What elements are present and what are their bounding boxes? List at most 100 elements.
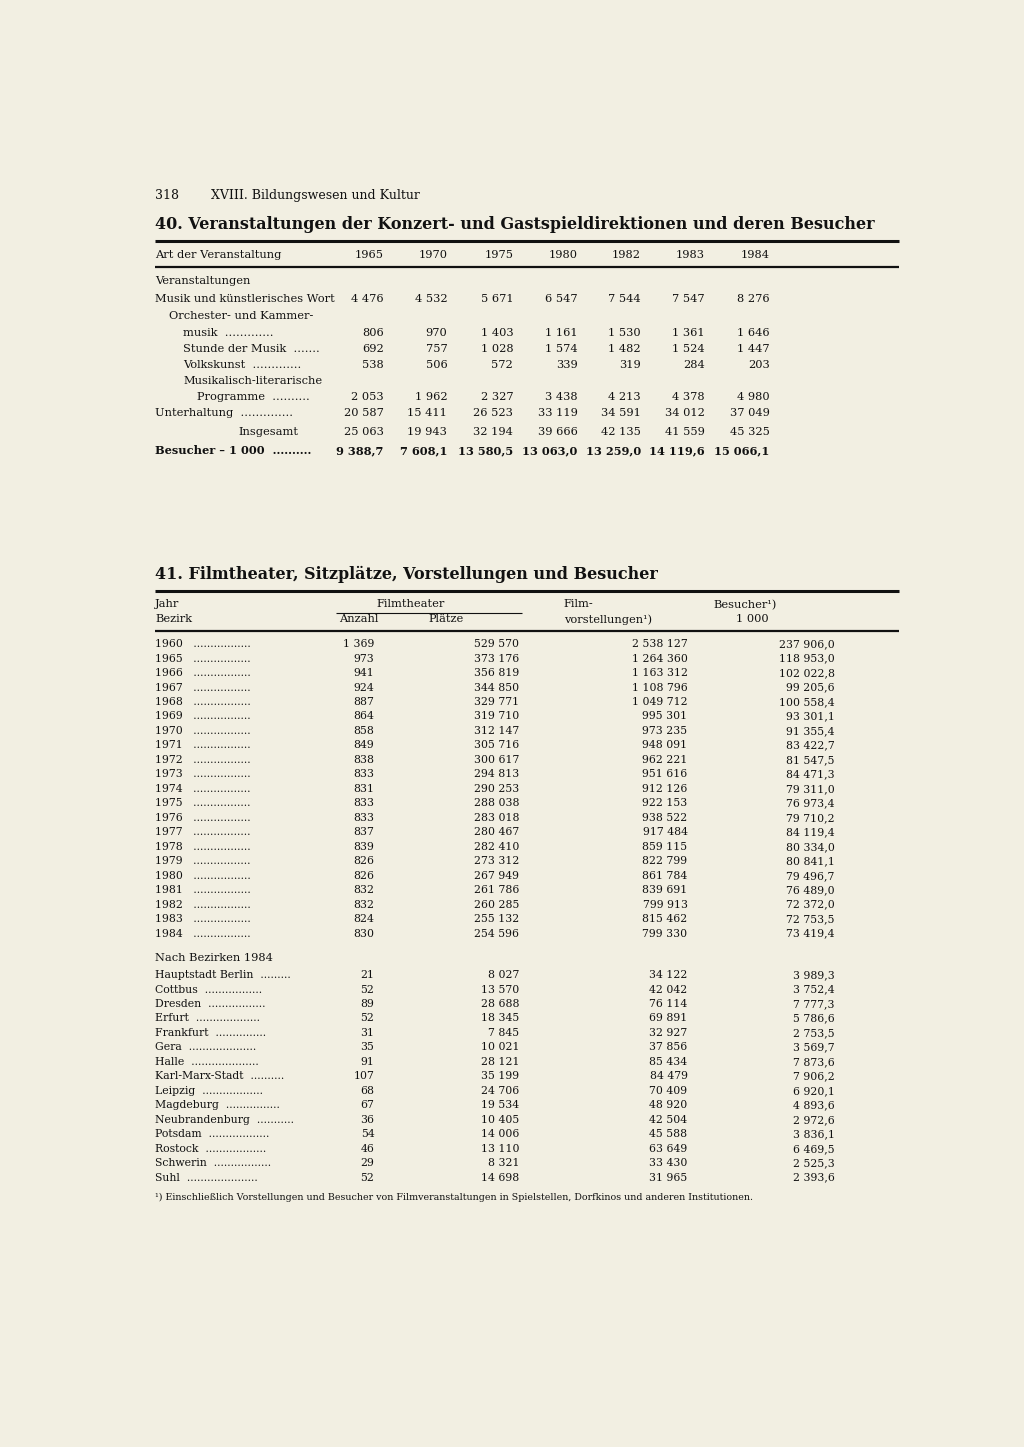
Text: 529 570: 529 570 [474, 640, 519, 650]
Text: 861 784: 861 784 [642, 871, 687, 881]
Text: 83 422,7: 83 422,7 [786, 741, 835, 751]
Text: 973 235: 973 235 [642, 726, 687, 737]
Text: 69 891: 69 891 [649, 1013, 687, 1023]
Text: 13 110: 13 110 [481, 1143, 519, 1153]
Text: 1 028: 1 028 [480, 344, 513, 355]
Text: Insgesamt: Insgesamt [239, 427, 299, 437]
Text: 79 496,7: 79 496,7 [786, 871, 835, 881]
Text: 29: 29 [360, 1158, 375, 1168]
Text: 1965   .................: 1965 ................. [155, 654, 251, 664]
Text: 35: 35 [360, 1042, 375, 1052]
Text: 2 972,6: 2 972,6 [793, 1114, 835, 1124]
Text: Film-: Film- [563, 599, 593, 609]
Text: 912 126: 912 126 [642, 784, 687, 794]
Text: 822 799: 822 799 [642, 857, 687, 867]
Text: 8 321: 8 321 [487, 1158, 519, 1168]
Text: 4 378: 4 378 [672, 392, 705, 402]
Text: 830: 830 [353, 929, 375, 939]
Text: 267 949: 267 949 [474, 871, 519, 881]
Text: 1975   .................: 1975 ................. [155, 799, 251, 809]
Text: 283 018: 283 018 [474, 813, 519, 823]
Text: 1 108 796: 1 108 796 [632, 683, 687, 693]
Text: 1969   .................: 1969 ................. [155, 712, 251, 722]
Text: 67: 67 [360, 1100, 375, 1110]
Text: 1980: 1980 [549, 250, 578, 260]
Text: Halle  ....................: Halle .................... [155, 1056, 259, 1066]
Text: 5 671: 5 671 [480, 294, 513, 304]
Text: Hauptstadt Berlin  .........: Hauptstadt Berlin ......... [155, 969, 291, 980]
Text: 7 544: 7 544 [608, 294, 641, 304]
Text: 237 906,0: 237 906,0 [779, 640, 835, 650]
Text: 2 538 127: 2 538 127 [632, 640, 687, 650]
Text: Leipzig  ..................: Leipzig .................. [155, 1085, 263, 1095]
Text: 1965: 1965 [354, 250, 384, 260]
Text: 922 153: 922 153 [642, 799, 687, 809]
Text: 19 943: 19 943 [408, 427, 447, 437]
Text: 4 532: 4 532 [415, 294, 447, 304]
Text: 3 989,3: 3 989,3 [793, 969, 835, 980]
Text: 832: 832 [353, 886, 375, 896]
Text: 41. Filmtheater, Sitzplätze, Vorstellungen und Besucher: 41. Filmtheater, Sitzplätze, Vorstellung… [155, 566, 658, 583]
Text: 19 534: 19 534 [481, 1100, 519, 1110]
Text: 839: 839 [353, 842, 375, 852]
Text: 85 434: 85 434 [649, 1056, 687, 1066]
Text: 1971   .................: 1971 ................. [155, 741, 251, 751]
Text: Gera  ....................: Gera .................... [155, 1042, 256, 1052]
Text: 1981   .................: 1981 ................. [155, 886, 251, 896]
Text: Besucher – 1 000  ..........: Besucher – 1 000 .......... [155, 446, 311, 456]
Text: 10 405: 10 405 [481, 1114, 519, 1124]
Text: 1984   .................: 1984 ................. [155, 929, 251, 939]
Text: Stunde der Musik  .......: Stunde der Musik ....... [183, 344, 319, 355]
Text: 849: 849 [353, 741, 375, 751]
Text: 1 524: 1 524 [672, 344, 705, 355]
Text: 80 334,0: 80 334,0 [786, 842, 835, 852]
Text: 52: 52 [360, 1013, 375, 1023]
Text: 89: 89 [360, 998, 375, 1009]
Text: 93 301,1: 93 301,1 [786, 712, 835, 722]
Text: 84 479: 84 479 [649, 1071, 687, 1081]
Text: 63 649: 63 649 [649, 1143, 687, 1153]
Text: 815 462: 815 462 [642, 915, 687, 925]
Text: 373 176: 373 176 [474, 654, 519, 664]
Text: 4 980: 4 980 [737, 392, 770, 402]
Text: 2 393,6: 2 393,6 [793, 1172, 835, 1182]
Text: 42 504: 42 504 [649, 1114, 687, 1124]
Text: 1 000: 1 000 [736, 615, 769, 625]
Text: 13 570: 13 570 [481, 984, 519, 994]
Text: 33 119: 33 119 [538, 408, 578, 418]
Text: 294 813: 294 813 [474, 770, 519, 780]
Text: Schwerin  .................: Schwerin ................. [155, 1158, 271, 1168]
Text: 52: 52 [360, 984, 375, 994]
Text: 54: 54 [360, 1129, 375, 1139]
Text: 280 467: 280 467 [474, 828, 519, 838]
Text: 255 132: 255 132 [474, 915, 519, 925]
Text: 99 205,6: 99 205,6 [786, 683, 835, 693]
Text: 973: 973 [353, 654, 375, 664]
Text: 76 114: 76 114 [649, 998, 687, 1009]
Text: 1 447: 1 447 [737, 344, 770, 355]
Text: 84 119,4: 84 119,4 [786, 828, 835, 838]
Text: 799 913: 799 913 [642, 900, 687, 910]
Text: 2 525,3: 2 525,3 [793, 1158, 835, 1168]
Text: 15 066,1: 15 066,1 [715, 446, 770, 456]
Text: 837: 837 [353, 828, 375, 838]
Text: 329 771: 329 771 [474, 697, 519, 708]
Text: 3 836,1: 3 836,1 [793, 1129, 835, 1139]
Text: 28 121: 28 121 [481, 1056, 519, 1066]
Text: Suhl  .....................: Suhl ..................... [155, 1172, 258, 1182]
Text: Karl-Marx-Stadt  ..........: Karl-Marx-Stadt .......... [155, 1071, 285, 1081]
Text: Erfurt  ...................: Erfurt ................... [155, 1013, 260, 1023]
Text: 68: 68 [360, 1085, 375, 1095]
Text: 80 841,1: 80 841,1 [786, 857, 835, 867]
Text: 35 199: 35 199 [481, 1071, 519, 1081]
Text: 938 522: 938 522 [642, 813, 687, 823]
Text: 1 530: 1 530 [608, 327, 641, 337]
Text: 79 311,0: 79 311,0 [786, 784, 835, 794]
Text: 1984: 1984 [740, 250, 770, 260]
Text: ¹) Einschließlich Vorstellungen und Besucher von Filmveranstaltungen in Spielste: ¹) Einschließlich Vorstellungen und Besu… [155, 1194, 753, 1202]
Text: 319 710: 319 710 [474, 712, 519, 722]
Text: 864: 864 [353, 712, 375, 722]
Text: 15 411: 15 411 [408, 408, 447, 418]
Text: 7 547: 7 547 [672, 294, 705, 304]
Text: 1974   .................: 1974 ................. [155, 784, 251, 794]
